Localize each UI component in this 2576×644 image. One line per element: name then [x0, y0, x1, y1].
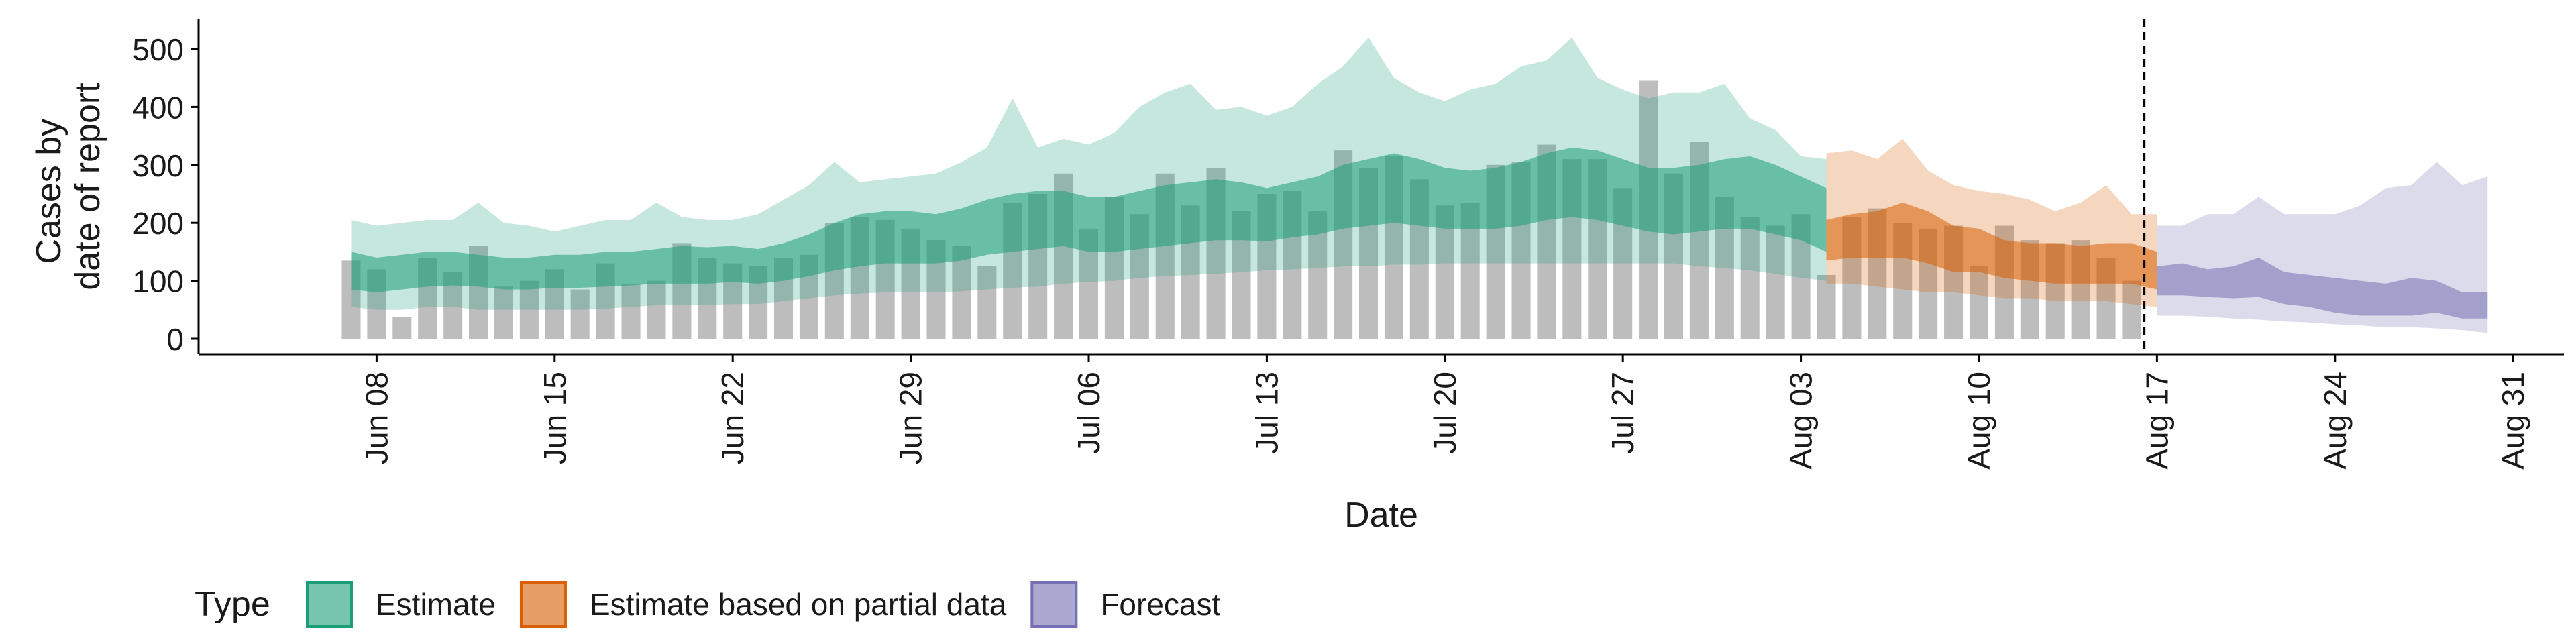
bar: [494, 286, 513, 339]
x-axis-label: Date: [1344, 496, 1418, 535]
ribbon-inner: [1826, 202, 2157, 290]
x-tick-label: Aug 24: [2318, 372, 2353, 470]
y-tick-label: 400: [132, 90, 184, 125]
x-tick-label: Jul 06: [1071, 372, 1106, 454]
y-tick-label: 0: [166, 322, 184, 357]
legend-label: Estimate based on partial data: [590, 587, 1007, 622]
x-tick-label: Aug 31: [2496, 372, 2530, 470]
x-ticks: Jun 08 Jun 15 Jun 22 Jun 29 Jul 06 Jul 13 Jul …: [359, 354, 2530, 470]
x-tick-label: Jun 29: [894, 372, 928, 464]
x-tick-label: Jun 08: [359, 372, 394, 464]
x-tick-label: Aug 17: [2139, 372, 2174, 470]
ribbon-inner: [351, 147, 1827, 292]
x-tick-label: Aug 03: [1784, 372, 1819, 470]
bar: [1817, 274, 1836, 339]
bar: [621, 283, 641, 339]
y-tick-label: 500: [132, 32, 184, 67]
y-axis-label-line-2: date of report: [68, 83, 107, 290]
ribbon-inner: [2157, 258, 2488, 319]
bar: [519, 280, 539, 339]
legend-swatch: [306, 581, 353, 628]
y-tick-label: 300: [132, 148, 184, 183]
y-tick-label: 100: [132, 264, 184, 299]
bar: [647, 280, 666, 339]
x-tick-label: Jun 22: [715, 372, 750, 464]
bar: [1766, 225, 1785, 339]
ribbon-outer: [351, 37, 1827, 310]
legend-label: Forecast: [1100, 587, 1220, 622]
bar: [952, 246, 971, 339]
legend-swatch: [1030, 581, 1078, 628]
legend: Type Estimate Estimate based on partial d…: [195, 581, 1220, 628]
x-tick-label: Jul 27: [1605, 372, 1640, 454]
bar: [570, 289, 590, 339]
y-tick-label: 200: [132, 206, 184, 241]
x-tick-label: Jun 15: [537, 372, 572, 464]
x-tick-label: Aug 10: [1962, 372, 1996, 470]
axes: [197, 19, 2564, 356]
y-axis-label-line-1: Cases by: [30, 119, 68, 264]
legend-title: Type: [195, 585, 270, 624]
y-ticks: 0 100 200 300 400 500: [132, 32, 199, 357]
x-tick-label: Jul 13: [1249, 372, 1284, 454]
ribbons-layer: [351, 37, 2488, 333]
x-tick-label: Jul 20: [1428, 372, 1462, 454]
legend-items: Estimate Estimate based on partial data Fo…: [306, 581, 1220, 628]
bar: [1969, 266, 1989, 339]
bar: [392, 317, 412, 339]
bar: [977, 266, 997, 339]
legend-label: Estimate: [376, 587, 496, 622]
y-axis-label: Cases by date of report: [30, 83, 107, 290]
bar: [1740, 217, 1760, 339]
bar: [2122, 280, 2141, 339]
legend-swatch: [519, 581, 567, 628]
